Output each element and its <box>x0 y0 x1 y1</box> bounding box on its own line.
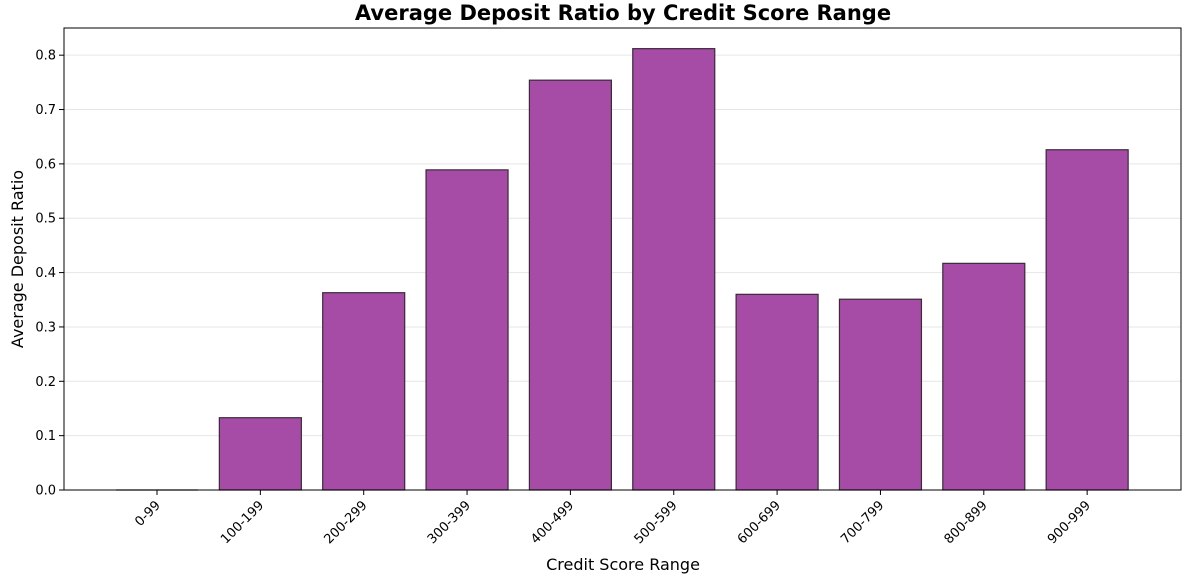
bar <box>735 293 819 491</box>
y-tick-label: 0.4 <box>35 266 56 281</box>
bar <box>942 262 1026 491</box>
bars <box>116 48 1129 491</box>
x-axis-label: Credit Score Range <box>546 555 700 574</box>
x-tick-label: 200-299 <box>322 498 371 547</box>
y-tick-label: 0.3 <box>35 320 56 335</box>
plot-frame <box>63 27 1182 491</box>
x-tick-label: 300-399 <box>425 498 474 547</box>
y-tick-label: 0.2 <box>35 375 56 390</box>
y-tick-label: 0.7 <box>35 103 56 118</box>
x-tick-label: 0-99 <box>132 498 163 529</box>
x-tick-label: 500-599 <box>632 498 681 547</box>
bar <box>1045 149 1129 491</box>
y-tick-label: 0.0 <box>35 484 56 499</box>
x-tick-label: 800-899 <box>942 498 991 547</box>
y-tick-label: 0.6 <box>35 157 56 172</box>
x-axis: 0-99 100-199 200-299 300-399 400-499 500-599 6… <box>132 490 1094 547</box>
bar <box>528 79 613 491</box>
x-tick-label: 400-499 <box>528 498 577 547</box>
x-tick-label: 100-199 <box>218 498 267 547</box>
y-tick-label: 0.5 <box>35 212 56 227</box>
bar <box>218 417 302 491</box>
bar <box>632 48 716 491</box>
y-axis: 0.0 0.1 0.2 0.3 0.4 0.5 0.6 0.7 0.8 <box>35 49 64 499</box>
y-axis-label: Average Deposit Ratio <box>8 170 27 348</box>
x-tick-label: 600-699 <box>735 498 784 547</box>
chart-title: Average Deposit Ratio by Credit Score Ra… <box>355 1 891 25</box>
x-tick-label: 900-999 <box>1045 498 1094 547</box>
bar <box>425 169 509 491</box>
bar <box>322 292 406 491</box>
x-tick-label: 700-799 <box>838 498 887 547</box>
y-tick-label: 0.8 <box>35 49 56 64</box>
bar <box>838 298 923 491</box>
y-tick-label: 0.1 <box>35 429 56 444</box>
